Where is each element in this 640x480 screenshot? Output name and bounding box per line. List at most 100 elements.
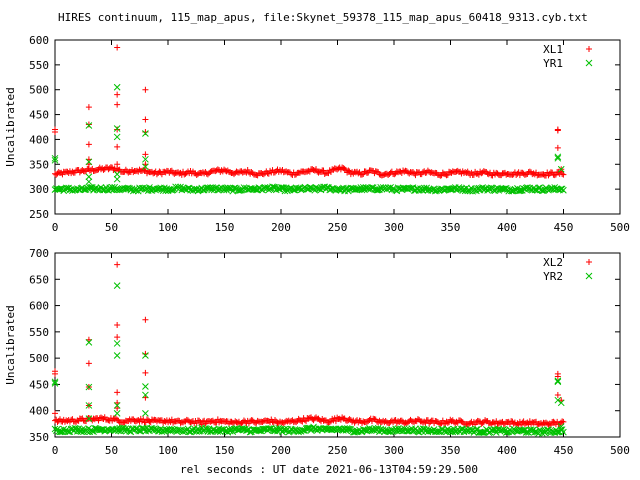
x-tick-label: 150 bbox=[215, 221, 235, 234]
x-tick-label: 500 bbox=[610, 221, 630, 234]
data-point bbox=[51, 154, 59, 162]
data-point bbox=[531, 186, 539, 194]
x-tick-label: 200 bbox=[271, 444, 291, 457]
data-point bbox=[198, 421, 205, 428]
data-point bbox=[554, 378, 562, 386]
x-tick-label: 450 bbox=[554, 221, 574, 234]
data-point bbox=[444, 419, 451, 426]
data-point bbox=[373, 186, 381, 194]
data-point bbox=[52, 410, 58, 417]
data-point bbox=[398, 417, 405, 424]
x-tick-label: 350 bbox=[441, 221, 461, 234]
x-tick-label: 150 bbox=[215, 444, 235, 457]
x-tick-label: 200 bbox=[271, 221, 291, 234]
data-point bbox=[560, 186, 567, 194]
data-point bbox=[557, 165, 565, 173]
plot-frame bbox=[54, 252, 621, 438]
data-point bbox=[113, 340, 121, 347]
data-point bbox=[553, 428, 561, 436]
data-point bbox=[560, 171, 567, 178]
y-tick-label: 650 bbox=[29, 273, 49, 286]
data-point bbox=[142, 316, 149, 323]
x-tick-label: 400 bbox=[497, 444, 517, 457]
data-point bbox=[585, 59, 593, 67]
x-tick-label: 400 bbox=[497, 221, 517, 234]
y-tick-label: 350 bbox=[29, 158, 49, 171]
data-point bbox=[113, 83, 121, 91]
data-point bbox=[437, 172, 444, 179]
y-tick-label: 400 bbox=[29, 405, 49, 418]
data-point bbox=[142, 151, 149, 158]
x-tick-label: 50 bbox=[105, 444, 118, 457]
y-tick-label: 550 bbox=[29, 59, 49, 72]
data-point bbox=[519, 426, 526, 434]
data-point bbox=[113, 402, 121, 409]
data-point bbox=[114, 44, 121, 51]
data-point bbox=[85, 339, 93, 346]
x-tick-label: 100 bbox=[158, 444, 178, 457]
x-tick-label: 0 bbox=[52, 444, 59, 457]
data-point bbox=[114, 389, 121, 396]
x-tick-label: 450 bbox=[554, 444, 574, 457]
data-point bbox=[359, 171, 366, 178]
data-point bbox=[85, 402, 93, 409]
data-point bbox=[142, 163, 149, 171]
data-point bbox=[114, 334, 121, 341]
data-point bbox=[114, 101, 121, 108]
y-tick-label: 500 bbox=[29, 352, 49, 365]
data-point bbox=[560, 428, 567, 436]
data-point bbox=[85, 415, 93, 422]
y-tick-label: 450 bbox=[29, 378, 49, 391]
x-tick-label: 100 bbox=[158, 221, 178, 234]
data-point bbox=[585, 272, 593, 280]
data-point bbox=[554, 154, 562, 162]
data-point bbox=[122, 425, 130, 432]
chart-panel-1: 0 50 100 150 200 250 300 350 400 450 500 250 300 350 4… bbox=[4, 34, 630, 234]
data-point bbox=[265, 425, 273, 433]
data-point bbox=[554, 396, 562, 404]
data-point bbox=[554, 153, 562, 161]
data-point bbox=[341, 165, 348, 172]
y-tick-label: 600 bbox=[29, 34, 49, 47]
data-point bbox=[52, 370, 58, 377]
data-point bbox=[551, 172, 558, 179]
y-tick-label: 250 bbox=[29, 208, 49, 221]
data-point bbox=[520, 185, 527, 193]
data-point bbox=[142, 352, 149, 359]
data-point bbox=[138, 424, 146, 432]
legend-label: XL2 bbox=[543, 256, 563, 269]
x-tick-label: 250 bbox=[328, 444, 348, 457]
data-point bbox=[113, 282, 121, 289]
data-point bbox=[85, 122, 93, 129]
data-point bbox=[51, 378, 59, 386]
data-point bbox=[437, 421, 444, 428]
data-point bbox=[286, 185, 294, 192]
data-point bbox=[345, 167, 352, 174]
data-point bbox=[85, 383, 93, 391]
data-point bbox=[255, 427, 263, 434]
data-point bbox=[142, 130, 149, 137]
data-point bbox=[114, 322, 121, 329]
y-tick-label: 300 bbox=[29, 183, 49, 196]
data-point bbox=[162, 187, 169, 195]
figure-title: HIRES continuum, 115_map_apus, file:Skyn… bbox=[58, 11, 588, 24]
data-point bbox=[85, 360, 92, 367]
data-point bbox=[333, 185, 341, 193]
data-point bbox=[52, 128, 58, 135]
data-point bbox=[344, 425, 352, 433]
data-point bbox=[142, 383, 149, 390]
data-point bbox=[554, 373, 561, 380]
series-YR1 bbox=[51, 83, 567, 195]
data-point bbox=[114, 261, 121, 268]
data-point bbox=[218, 426, 225, 433]
data-point bbox=[142, 86, 149, 93]
y-tick-label: 350 bbox=[29, 431, 49, 444]
data-point bbox=[189, 427, 197, 434]
data-point bbox=[64, 427, 71, 435]
y-tick-label: 500 bbox=[29, 84, 49, 97]
y-axis-label: Uncalibrated bbox=[4, 87, 17, 166]
y-tick-label: 450 bbox=[29, 109, 49, 122]
data-point bbox=[404, 427, 412, 435]
data-point bbox=[306, 184, 314, 191]
